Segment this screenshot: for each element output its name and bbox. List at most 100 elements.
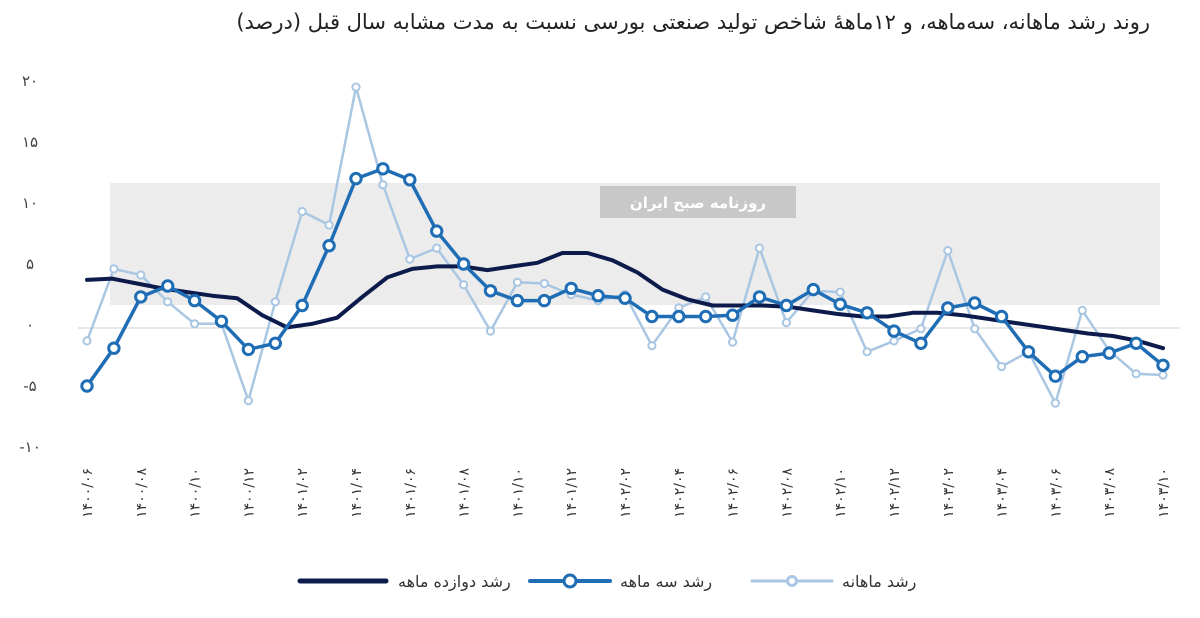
y-tick-label: ۱۰: [22, 194, 38, 212]
legend-marker: [786, 575, 798, 587]
data-point: [456, 257, 471, 271]
data-point: [243, 396, 253, 406]
x-tick-label: ۱۴۰۰/۰۸: [134, 468, 150, 518]
data-point: [779, 298, 794, 313]
data-point: [806, 282, 820, 297]
x-tick-label: ۱۴۰۳/۰۴: [995, 468, 1011, 518]
y-tick-label: -۵: [23, 377, 36, 395]
data-point: [994, 309, 1009, 324]
x-tick-label: ۱۴۰۱/۱۰: [510, 468, 526, 518]
x-tick-label: ۱۴۰۲/۰۴: [672, 468, 688, 518]
x-tick-label: ۱۴۰۳/۰۶: [1048, 468, 1064, 518]
data-point: [1102, 346, 1116, 360]
data-point: [537, 293, 551, 308]
data-point: [268, 336, 282, 350]
x-tick-label: ۱۴۰۱/۰۸: [457, 468, 473, 518]
legend-label: رشد سه ماهه: [620, 572, 712, 592]
data-point: [376, 162, 390, 176]
data-point: [860, 306, 874, 320]
y-tick-label: -۱۰: [19, 438, 41, 456]
data-point: [1156, 358, 1170, 372]
x-tick-label: ۱۴۰۱/۰۴: [349, 468, 365, 518]
data-point: [1021, 345, 1036, 359]
x-tick-label: ۱۴۰۲/۰۲: [618, 468, 634, 518]
data-point: [295, 298, 309, 313]
y-axis: ۲۰ ۱۵ ۱۰ ۵ ۰ -۵ -۱۰: [19, 72, 41, 456]
data-point: [1131, 369, 1141, 379]
data-point: [1075, 350, 1090, 364]
legend-label: رشد دوازده ماهه: [398, 572, 511, 592]
data-point: [109, 264, 119, 274]
legend-item-2: رشد سه ماهه: [528, 572, 712, 592]
x-tick-label: ۱۴۰۱/۰۲: [295, 468, 311, 518]
data-point: [781, 318, 792, 328]
data-point: [1048, 369, 1063, 383]
data-point: [136, 270, 146, 280]
data-point: [483, 284, 498, 298]
data-point: [1129, 336, 1143, 350]
x-tick-label: ۱۴۰۲/۰۶: [726, 468, 742, 518]
data-point: [1158, 370, 1168, 380]
data-point: [351, 82, 361, 92]
data-point: [645, 309, 659, 324]
y-tick-label: ۵: [26, 255, 34, 273]
data-point: [970, 324, 980, 334]
data-point: [349, 171, 363, 186]
data-point: [539, 278, 549, 289]
data-point: [914, 336, 928, 350]
x-tick-label: ۱۴۰۰/۱۲: [241, 468, 257, 518]
data-point: [322, 239, 336, 253]
x-tick-label: ۱۴۰۳/۰۲: [941, 468, 957, 518]
data-point: [701, 292, 711, 302]
x-tick-label: ۱۴۰۰/۰۶: [80, 468, 96, 518]
data-point: [405, 254, 415, 264]
x-tick-label: ۱۴۰۲/۰۸: [779, 468, 795, 518]
data-point: [485, 326, 496, 336]
data-point: [564, 281, 578, 296]
series-2: [80, 162, 1170, 393]
series-layer: [80, 82, 1170, 408]
data-point: [1050, 398, 1061, 408]
x-tick-label: ۱۴۰۱/۱۲: [564, 468, 580, 518]
data-point: [510, 293, 525, 308]
data-point: [163, 297, 173, 307]
data-point: [161, 279, 175, 293]
series-line: [85, 251, 1165, 351]
watermark: روزنامه صبح ایران: [110, 183, 1160, 305]
data-point: [403, 173, 417, 187]
data-point: [430, 224, 444, 238]
data-point: [647, 341, 657, 351]
data-point: [214, 314, 229, 328]
data-point: [187, 293, 202, 308]
data-point: [672, 309, 686, 324]
data-point: [889, 336, 899, 346]
x-tick-label: ۱۴۰۲/۱۰: [833, 468, 849, 518]
data-point: [432, 243, 442, 253]
data-point: [728, 337, 738, 347]
data-point: [968, 296, 982, 310]
x-tick-label: ۱۴۰۳/۱۰: [1156, 468, 1172, 518]
data-point: [190, 319, 200, 329]
data-point: [512, 277, 523, 287]
watermark-text: روزنامه صبح ایران: [630, 194, 766, 212]
data-point: [324, 220, 334, 230]
data-point: [997, 361, 1007, 372]
data-point: [82, 336, 92, 346]
series-1: [85, 251, 1165, 351]
data-point: [916, 324, 926, 334]
data-point: [943, 246, 953, 256]
data-point: [1077, 305, 1087, 315]
legend-label: رشد ماهانه: [842, 572, 916, 592]
legend-item-3: رشد ماهانه: [750, 572, 916, 592]
data-point: [270, 297, 280, 307]
data-point: [752, 290, 767, 304]
x-tick-label: ۱۴۰۳/۰۸: [1102, 468, 1118, 518]
x-tick-label: ۱۴۰۱/۰۶: [403, 468, 419, 518]
watermark-label-box: [600, 186, 796, 218]
data-point: [725, 308, 740, 322]
data-point: [459, 280, 469, 290]
data-point: [107, 341, 121, 355]
chart-title: روند رشد ماهانه، سه‌ماهه، و ۱۲ماههٔ شاخص…: [236, 10, 1150, 34]
data-point: [378, 180, 388, 190]
